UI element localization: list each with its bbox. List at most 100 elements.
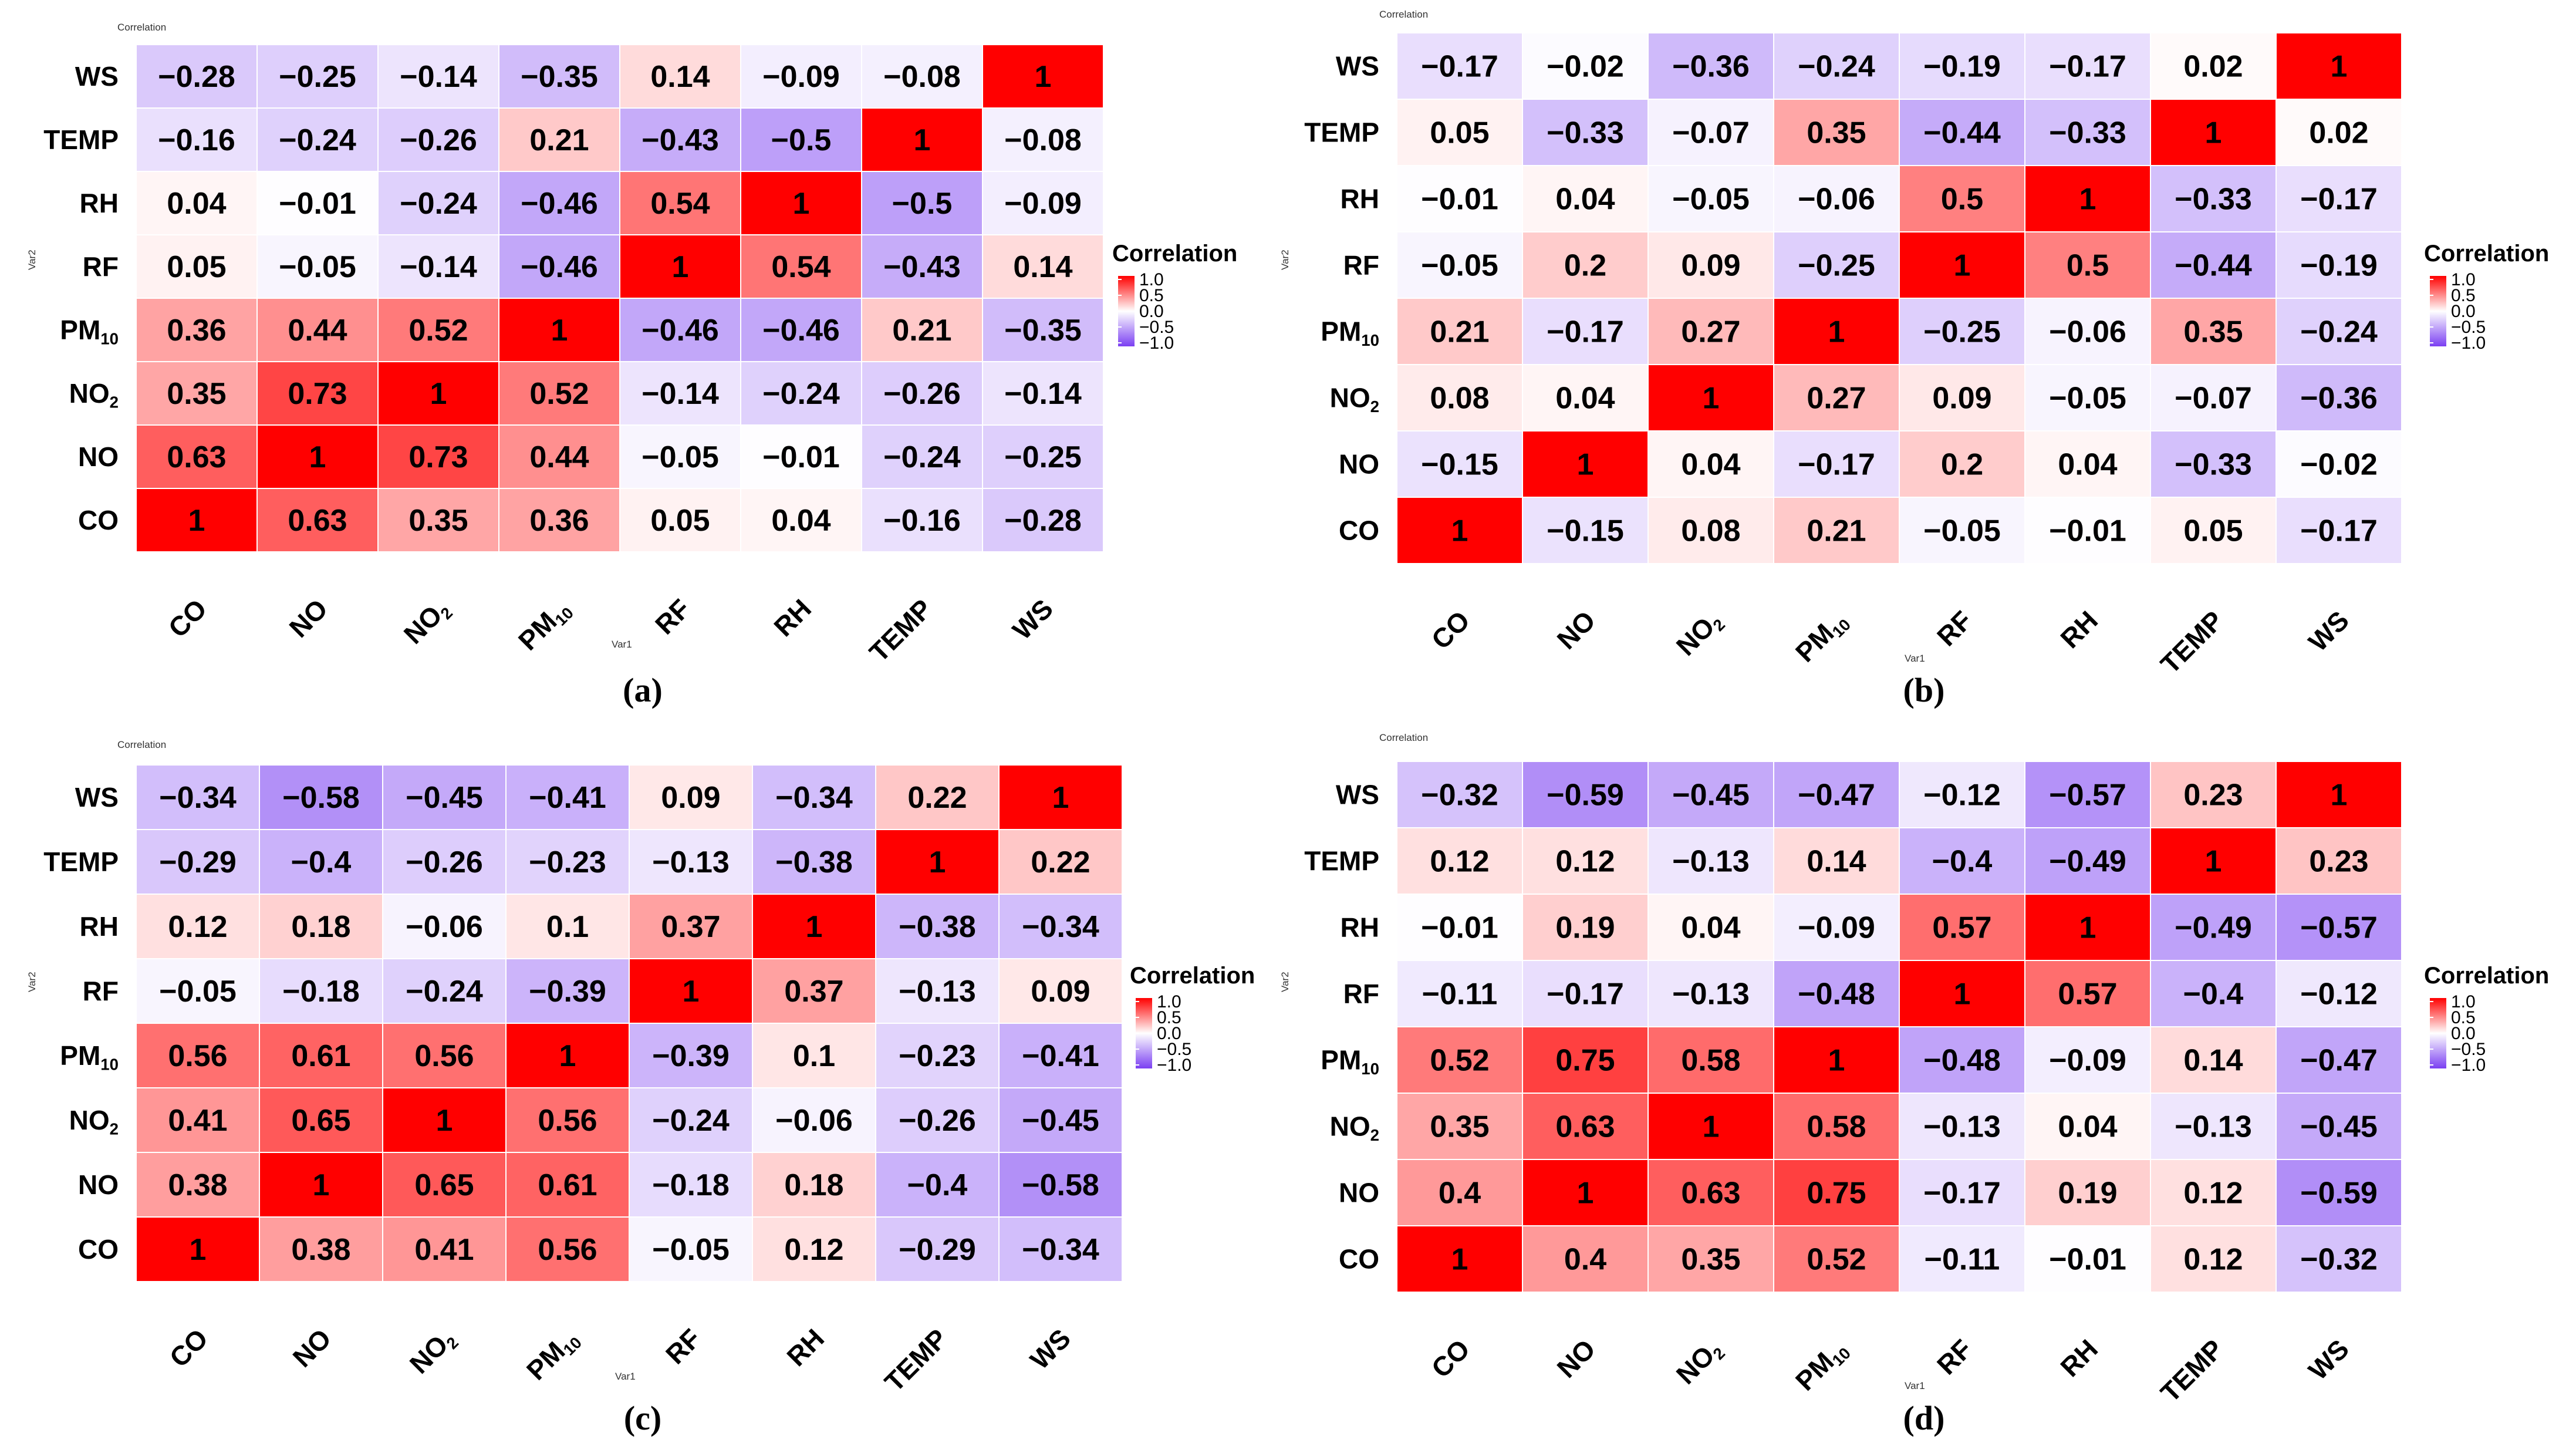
cell-value-label: −0.49 <box>2049 845 2126 879</box>
heatmap-cell <box>259 1216 383 1282</box>
cell-value-label: −0.25 <box>279 60 356 94</box>
cell-value-label: −0.02 <box>2300 448 2378 482</box>
cell-value-label: −0.17 <box>2300 183 2378 217</box>
heatmap-cell <box>629 1023 753 1088</box>
cell-value-label: 0.56 <box>414 1039 474 1073</box>
cell-value-label: −0.16 <box>158 123 235 157</box>
heatmap-cell <box>1522 960 1649 1027</box>
cell-value-label: 0.1 <box>546 910 589 944</box>
cell-value-label: 0.09 <box>661 781 720 815</box>
cell-value-label: −0.13 <box>899 975 976 1009</box>
cell-value-label: 0.21 <box>892 313 951 348</box>
cell-value-label: 0.4 <box>1564 1243 1606 1277</box>
y-tick-label: WS <box>75 782 119 813</box>
x-tick-label: RF <box>1931 605 1978 652</box>
panel-label: (c) <box>624 1399 661 1437</box>
y-tick-label: NO <box>1339 1178 1379 1208</box>
heatmap-cell <box>861 298 983 362</box>
cell-value-label: 0.73 <box>408 440 468 474</box>
cell-value-label: −0.29 <box>159 845 237 879</box>
cell-value-label: −0.47 <box>1798 778 1875 813</box>
x-tick-label: WS <box>1007 593 1059 645</box>
legend-tick-label: −1.0 <box>2451 1056 2486 1075</box>
x-tick-label: PM10 <box>521 1323 585 1387</box>
cell-value-label: −0.34 <box>159 781 237 815</box>
heatmap-cell <box>498 171 620 235</box>
y-tick-label: RF <box>1343 979 1379 1009</box>
heatmap-cell <box>629 1152 753 1218</box>
cell-value-label: 0.09 <box>1031 975 1090 1009</box>
cell-value-label: 0.36 <box>529 504 589 538</box>
heatmap-cell <box>1396 364 1523 431</box>
cell-value-label: 0.35 <box>408 504 468 538</box>
y-tick-label: RH <box>80 188 119 218</box>
heatmap-cell <box>1522 165 1649 232</box>
heatmap-cell <box>2024 99 2151 166</box>
x-tick-label: RF <box>1931 1333 1978 1380</box>
cell-value-label: 1 <box>313 1168 330 1202</box>
cell-value-label: 0.63 <box>1555 1110 1615 1144</box>
x-tick-label: NO2 <box>1670 1333 1728 1391</box>
cell-value-label: −0.25 <box>1004 440 1082 474</box>
heatmap-cell <box>1773 761 1900 828</box>
cell-value-label: 1 <box>1703 382 1720 416</box>
y-tick-label: WS <box>1336 780 1379 810</box>
cell-value-label: 0.14 <box>1013 250 1072 284</box>
heatmap-cell <box>2024 1159 2151 1226</box>
x-tick-label: TEMP <box>863 593 938 667</box>
cell-value-label: 0.05 <box>2183 514 2243 548</box>
heatmap-cell <box>1899 1026 2025 1094</box>
heatmap-panel-a: Correlation −0.28 −0.25 −0.14 −0.35 0.14 −0.09… <box>26 22 1237 709</box>
y-axis-title: Var2 <box>26 250 38 270</box>
heatmap-cell <box>1396 1159 1523 1226</box>
cell-value-label: 0.61 <box>291 1039 350 1073</box>
heatmap-cell <box>1899 231 2025 299</box>
cell-value-label: 1 <box>793 187 810 221</box>
heatmap-cell <box>740 44 862 109</box>
heatmap-cell <box>1899 1093 2025 1160</box>
cell-value-label: −0.24 <box>1798 50 1875 84</box>
x-tick-label: NO2 <box>404 1323 462 1381</box>
y-tick-label: NO2 <box>69 1105 119 1138</box>
heatmap-cell <box>2275 894 2402 961</box>
cell-value-label: 1 <box>1577 1176 1594 1211</box>
cell-value-label: 0.23 <box>2309 845 2368 879</box>
cell-value-label: 1 <box>551 313 568 348</box>
cell-value-label: −0.5 <box>892 187 953 221</box>
y-tick-label: NO <box>78 1169 119 1200</box>
cell-value-label: −0.58 <box>282 781 360 815</box>
x-tick-label: NO <box>283 593 334 643</box>
cell-value-label: 1 <box>2079 183 2096 217</box>
cell-value-label: 0.41 <box>414 1233 474 1267</box>
heatmap-cell <box>1899 497 2025 564</box>
x-tick-label: RH <box>768 593 817 642</box>
legend-tick-label: 0.0 <box>2451 1024 2476 1043</box>
heatmap-cell <box>2275 827 2402 895</box>
cell-value-label: −0.26 <box>883 377 961 411</box>
heatmap-cell <box>1773 894 1900 961</box>
heatmap-cell <box>2275 430 2402 498</box>
heatmap-cell <box>1899 894 2025 961</box>
heatmap-cell <box>1773 1093 1900 1160</box>
cell-value-label: 0.04 <box>1681 911 1740 945</box>
legend-title: Correlation <box>1130 963 1255 989</box>
x-tick-label: TEMP <box>879 1323 953 1397</box>
heatmap-cell <box>1899 827 2025 895</box>
cell-value-label: −0.24 <box>279 123 356 157</box>
cell-value-label: −0.35 <box>1004 313 1082 348</box>
heatmap-cell <box>2024 960 2151 1027</box>
heatmap-cell <box>998 1152 1123 1218</box>
cell-value-label: 0.05 <box>1430 116 1489 150</box>
cell-value-label: −0.33 <box>2049 116 2126 150</box>
cell-value-label: 0.21 <box>529 123 589 157</box>
heatmap-cell <box>1899 430 2025 498</box>
heatmap-cell <box>1773 32 1900 100</box>
heatmap-cell <box>1773 364 1900 431</box>
heatmap-cell <box>2150 761 2277 828</box>
heatmap-cell <box>629 1087 753 1153</box>
cell-value-label: 0.73 <box>288 377 347 411</box>
panel-label: (d) <box>1903 1399 1945 1437</box>
heatmap-cell <box>259 829 383 895</box>
heatmap-cell <box>2024 231 2151 299</box>
cell-value-label: −0.13 <box>652 845 730 879</box>
